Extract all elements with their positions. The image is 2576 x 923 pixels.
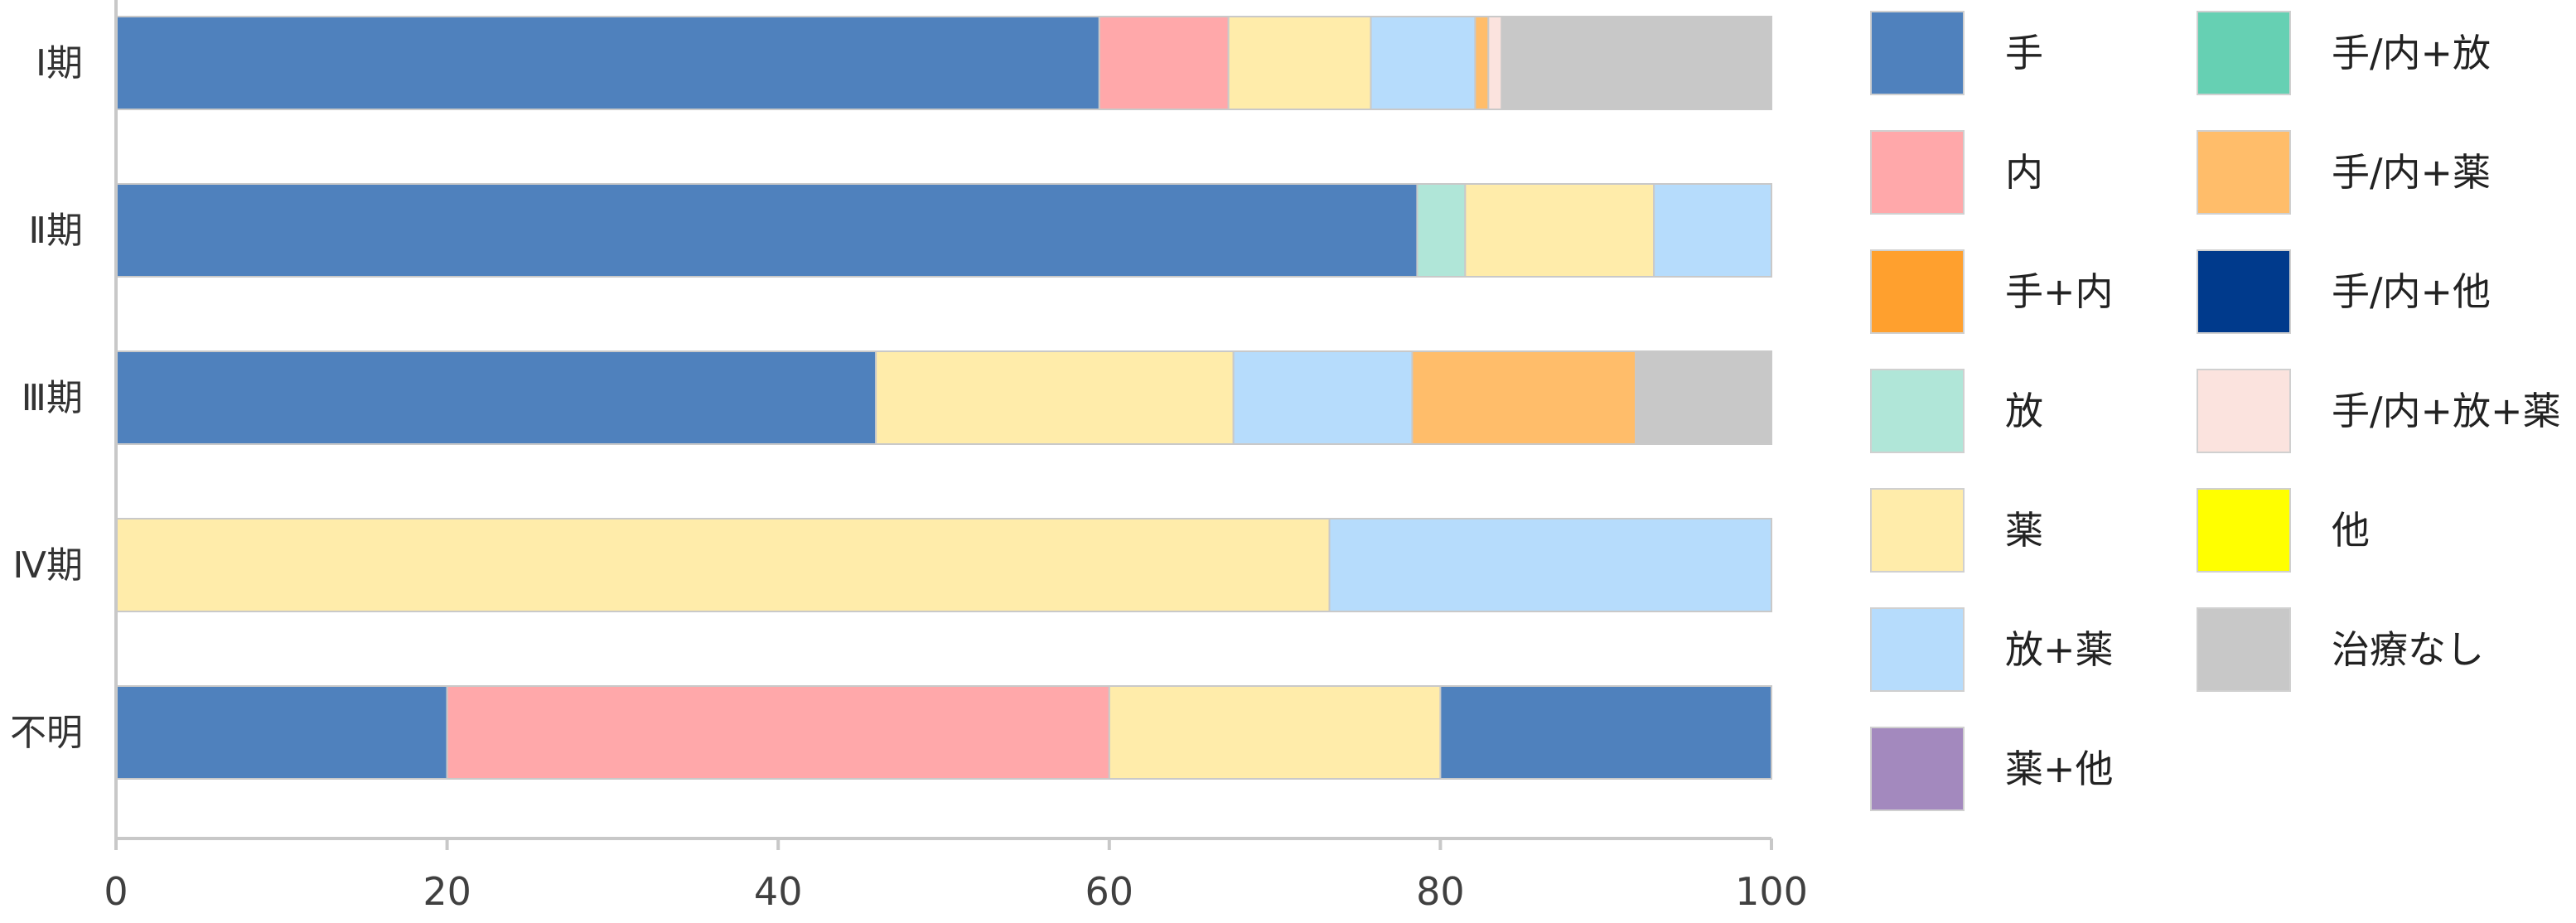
legend-swatch-11 [2197,488,2291,573]
legend-swatch-9 [2197,249,2291,334]
legend-swatch-10 [2197,369,2291,453]
x-tick-label-0: 0 [104,869,128,914]
legend-swatch-5 [1870,607,1965,692]
legend-label-10: 手/内+放+薬 [2332,389,2561,433]
bar-segment-3-4 [115,518,1331,612]
legend-swatch-8 [2197,130,2291,215]
bar-segment-2-4 [875,350,1235,445]
bar-segment-1-3 [1416,183,1467,278]
bar-segment-0-12 [1501,16,1773,110]
legend-label-4: 薬 [2005,508,2043,553]
bar-segment-1-0 [115,183,1418,278]
x-tick-label-3: 60 [1085,869,1134,914]
category-label-3: Ⅳ期 [12,544,83,587]
legend-swatch-3 [1870,369,1965,453]
bar-segment-1-4 [1464,183,1655,278]
legend-label-3: 放 [2005,389,2043,433]
legend-swatch-12 [2197,607,2291,692]
x-tick-label-2: 40 [754,869,803,914]
x-tick-label-4: 80 [1416,869,1465,914]
x-tick-label-5: 100 [1735,869,1808,914]
legend-label-12: 治療なし [2332,627,2484,672]
legend-swatch-7 [2197,11,2291,95]
bar-segment-4-1 [446,685,1110,780]
bar-segment-2-0 [115,350,877,445]
bar-segment-0-8 [1474,16,1490,110]
legend-swatch-4 [1870,488,1965,573]
bar-segment-0-1 [1098,16,1230,110]
bar-segment-1-5 [1653,183,1772,278]
legend-swatch-0 [1870,11,1965,95]
legend-label-11: 他 [2332,508,2370,553]
legend-swatch-1 [1870,130,1965,215]
legend-label-5: 放+薬 [2005,627,2114,672]
category-label-0: Ⅰ期 [36,42,83,85]
x-tick-labels: 0 20 40 60 80 100 [104,838,1808,914]
legend-label-7: 手/内+放 [2332,31,2491,75]
legend-label-9: 手/内+他 [2332,269,2491,314]
bar-segment-0-4 [1227,16,1372,110]
category-label-4: 不明 [10,712,83,754]
category-label-2: Ⅲ期 [22,377,83,419]
legend-label-0: 手 [2005,31,2043,75]
bar-segment-2-12 [1635,350,1772,445]
bar-segment-2-5 [1232,350,1414,445]
legend-swatch-2 [1870,249,1965,334]
bars-group [115,16,1773,780]
bar-segment-3-5 [1328,518,1773,612]
bar-segment-0-5 [1370,16,1476,110]
bar-segment-4-4 [1108,685,1442,780]
bar-segment-4-0 [115,685,448,780]
bar-segment-0-10 [1487,16,1503,110]
x-tick-label-1: 20 [423,869,471,914]
bar-segment-0-0 [115,16,1100,110]
legend-label-2: 手+内 [2005,269,2114,314]
legend-label-1: 内 [2005,150,2043,195]
bar-segment-2-8 [1411,350,1637,445]
bar-segment-4-extra-0 [1439,685,1773,780]
legend-swatch-6 [1870,727,1965,811]
legend-label-6: 薬+他 [2005,747,2114,791]
legend-label-8: 手/内+薬 [2332,150,2491,195]
axes-group [114,0,1771,840]
category-label-1: Ⅱ期 [28,210,83,252]
